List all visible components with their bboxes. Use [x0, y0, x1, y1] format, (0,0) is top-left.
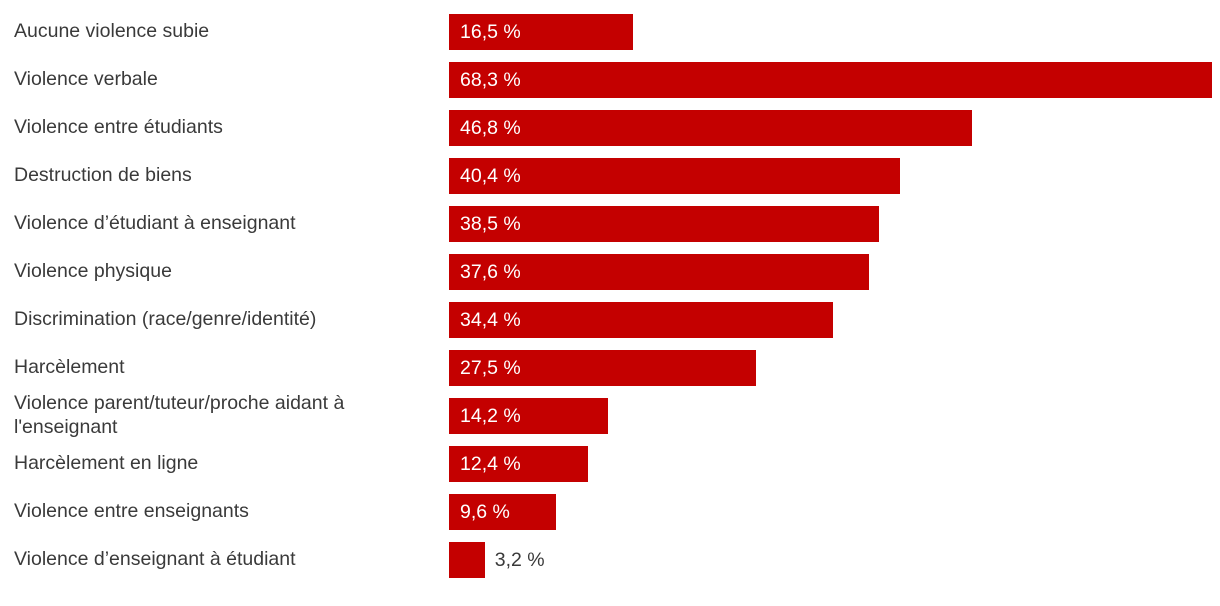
chart-row: Destruction de biens 40,4 % — [0, 152, 1220, 200]
bar-chart: Aucune violence subie 16,5 % Violence verb… — [0, 8, 1220, 584]
bar-area: 68,3 % — [449, 62, 1220, 98]
value-label: 27,5 % — [460, 356, 521, 379]
bar: 68,3 % — [449, 62, 1213, 98]
value-label: 37,6 % — [460, 260, 521, 283]
category-label: Violence verbale — [14, 68, 158, 91]
category-label: Discrimination (race/genre/identité) — [14, 308, 317, 331]
chart-row: Discrimination (race/genre/identité) 34,4… — [0, 296, 1220, 344]
chart-rows: Aucune violence subie 16,5 % Violence verb… — [0, 8, 1220, 584]
chart-row: Violence entre enseignants 9,6 % — [0, 488, 1220, 536]
category-label: Violence d’enseignant à étudiant — [14, 548, 296, 571]
chart-row: Violence entre étudiants 46,8 % — [0, 104, 1220, 152]
bar-area: 12,4 % — [449, 446, 1220, 482]
bar: 38,5 % — [449, 206, 880, 242]
category-label: Destruction de biens — [14, 164, 192, 187]
bar-area: 9,6 % — [449, 494, 1220, 530]
bar-area: 16,5 % — [449, 14, 1220, 50]
bar: 16,5 % — [449, 14, 634, 50]
value-label: 9,6 % — [460, 500, 510, 523]
chart-row: Aucune violence subie 16,5 % — [0, 8, 1220, 56]
bar — [449, 542, 485, 578]
category-label: Violence parent/tuteur/proche aidant à l… — [14, 392, 345, 438]
chart-row: Harcèlement en ligne 12,4 % — [0, 440, 1220, 488]
value-label: 12,4 % — [460, 452, 521, 475]
bar: 34,4 % — [449, 302, 834, 338]
bar-area: 40,4 % — [449, 158, 1220, 194]
bar: 12,4 % — [449, 446, 588, 482]
category-label: Harcèlement — [14, 356, 125, 379]
category-label: Violence entre enseignants — [14, 500, 249, 523]
chart-row: Violence physique 37,6 % — [0, 248, 1220, 296]
value-label: 40,4 % — [460, 164, 521, 187]
chart-row: Harcèlement 27,5 % — [0, 344, 1220, 392]
bar-area: 37,6 % — [449, 254, 1220, 290]
chart-row: Violence d’étudiant à enseignant 38,5 % — [0, 200, 1220, 248]
chart-row: Violence verbale 68,3 % — [0, 56, 1220, 104]
value-label: 38,5 % — [460, 212, 521, 235]
category-label: Aucune violence subie — [14, 20, 210, 43]
category-label: Violence d’étudiant à enseignant — [14, 212, 296, 235]
value-label: 16,5 % — [460, 20, 521, 43]
bar: 46,8 % — [449, 110, 972, 146]
value-label: 34,4 % — [460, 308, 521, 331]
category-label: Violence entre étudiants — [14, 116, 223, 139]
value-label: 46,8 % — [460, 116, 521, 139]
bar: 27,5 % — [449, 350, 757, 386]
category-label: Harcèlement en ligne — [14, 452, 199, 475]
category-label: Violence physique — [14, 260, 172, 283]
bar: 40,4 % — [449, 158, 901, 194]
chart-row: Violence parent/tuteur/proche aidant à l… — [0, 392, 1220, 440]
bar-area: 38,5 % — [449, 206, 1220, 242]
bar-area: 27,5 % — [449, 350, 1220, 386]
bar-area: 14,2 % — [449, 398, 1220, 434]
value-label: 68,3 % — [460, 68, 521, 91]
bar: 9,6 % — [449, 494, 557, 530]
bar: 37,6 % — [449, 254, 870, 290]
chart-row: Violence d’enseignant à étudiant 3,2 % — [0, 536, 1220, 584]
bar-area: 34,4 % — [449, 302, 1220, 338]
value-label: 3,2 % — [494, 548, 545, 571]
bar-area: 46,8 % — [449, 110, 1220, 146]
value-label: 14,2 % — [460, 404, 521, 427]
bar-area: 3,2 % — [449, 542, 1220, 578]
bar: 14,2 % — [449, 398, 608, 434]
